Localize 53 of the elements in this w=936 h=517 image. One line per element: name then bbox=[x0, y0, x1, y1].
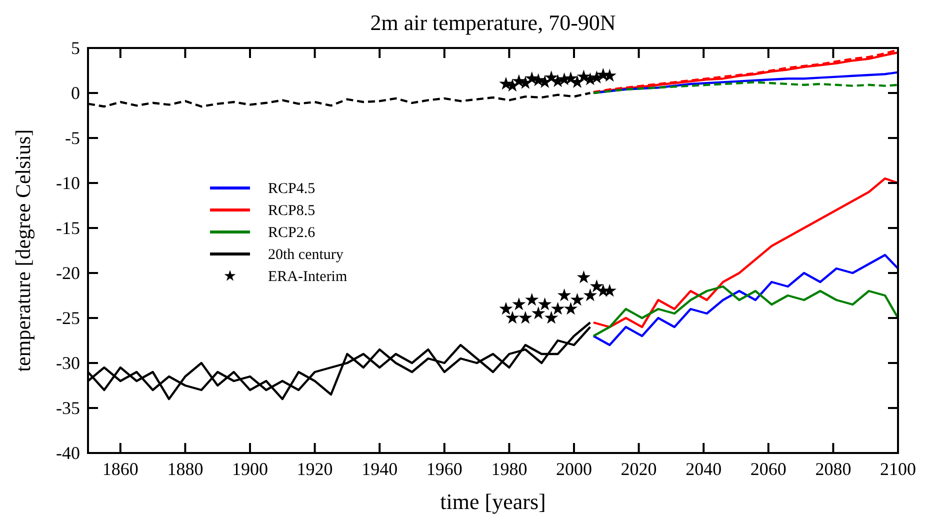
point bbox=[532, 306, 546, 320]
point bbox=[564, 302, 578, 315]
y-axis-title: temperature [degree Celsius] bbox=[11, 129, 35, 372]
y-tick-label: -15 bbox=[56, 218, 80, 238]
y-tick-label: -5 bbox=[65, 128, 80, 148]
y-tick-label: -20 bbox=[56, 263, 80, 283]
x-axis-title: time [years] bbox=[440, 489, 546, 514]
y-tick-label: -35 bbox=[56, 398, 80, 418]
x-tick-label: 2040 bbox=[686, 459, 722, 479]
point bbox=[544, 70, 558, 84]
x-tick-label: 1980 bbox=[491, 459, 528, 479]
x-tick-label: 1900 bbox=[232, 459, 268, 479]
point bbox=[576, 70, 591, 83]
point bbox=[512, 297, 526, 310]
y-tick-label: 0 bbox=[71, 83, 80, 103]
point bbox=[570, 292, 584, 306]
x-tick-label: 1860 bbox=[102, 459, 138, 479]
chart-title: 2m air temperature, 70-90N bbox=[370, 10, 616, 35]
legend-label: ERA-Interim bbox=[268, 269, 348, 285]
line-series bbox=[592, 285, 900, 338]
line-series bbox=[592, 254, 900, 346]
x-tick-label: 1960 bbox=[426, 459, 462, 479]
x-tick-label: 1920 bbox=[296, 459, 333, 479]
point bbox=[557, 288, 572, 302]
point bbox=[518, 310, 532, 324]
line-series bbox=[592, 81, 900, 94]
point bbox=[506, 310, 520, 324]
x-tick-label: 2080 bbox=[815, 459, 852, 479]
point bbox=[544, 310, 558, 324]
point bbox=[576, 270, 591, 284]
x-tick-label: 2060 bbox=[750, 459, 786, 479]
y-tick-label: -30 bbox=[56, 353, 80, 373]
point bbox=[583, 288, 598, 302]
point bbox=[538, 297, 552, 310]
legend-label: RCP8.5 bbox=[268, 203, 316, 219]
y-tick-label: -10 bbox=[56, 173, 80, 193]
point bbox=[602, 284, 616, 297]
legend-label: RCP2.6 bbox=[268, 225, 316, 241]
point bbox=[564, 71, 578, 84]
x-tick-label: 2100 bbox=[880, 459, 916, 479]
x-tick-label: 1880 bbox=[167, 459, 204, 479]
point bbox=[499, 302, 513, 315]
point bbox=[550, 302, 565, 315]
y-tick-label: 5 bbox=[71, 38, 80, 58]
line-series bbox=[592, 177, 900, 328]
point bbox=[525, 292, 539, 306]
legend-label: 20th century bbox=[268, 247, 344, 263]
x-tick-label: 1940 bbox=[362, 459, 398, 479]
legend-label: RCP4.5 bbox=[268, 181, 316, 197]
y-tick-label: -25 bbox=[56, 308, 80, 328]
y-tick-label: -40 bbox=[56, 443, 80, 463]
x-tick-label: 2020 bbox=[620, 459, 657, 479]
x-tick-label: 2000 bbox=[556, 459, 592, 479]
